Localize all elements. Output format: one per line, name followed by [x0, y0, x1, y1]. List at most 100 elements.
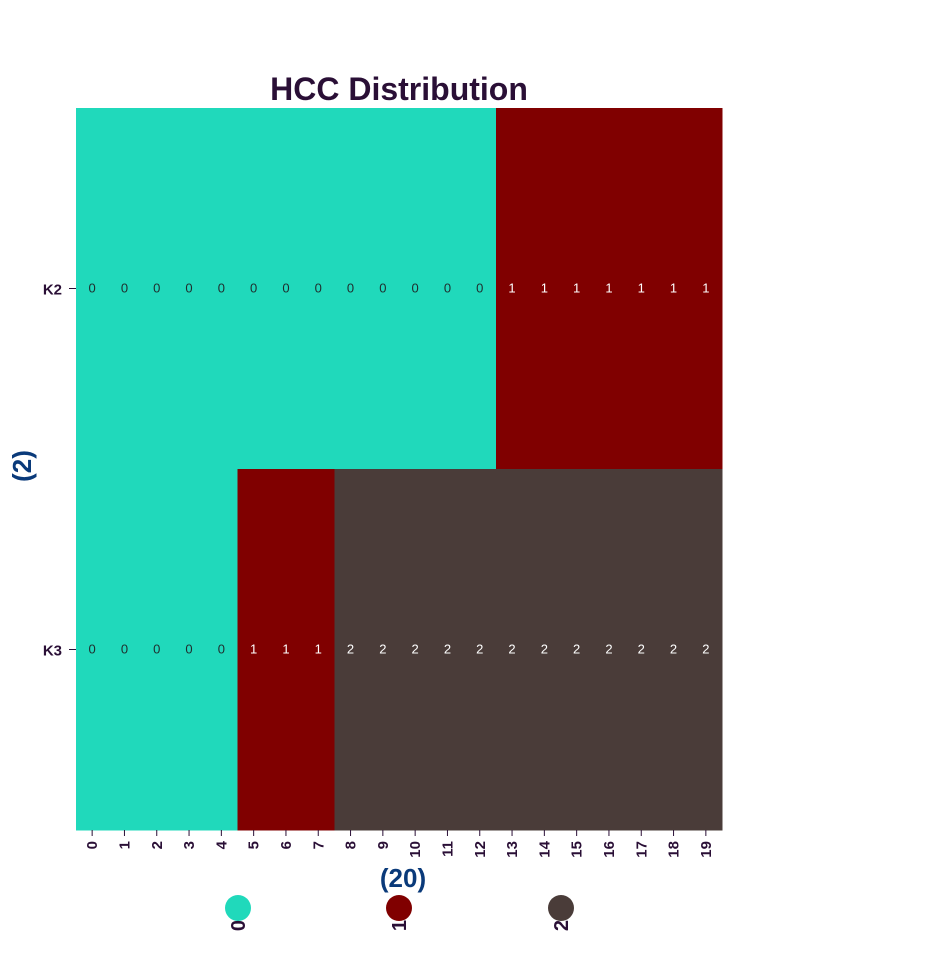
heatmap-cell	[237, 108, 271, 470]
cell-value-label: 0	[185, 281, 192, 296]
x-tick-label: 13	[504, 841, 521, 858]
legend-label: 1	[389, 920, 411, 931]
cell-value-label: 0	[185, 642, 192, 657]
heatmap-cell	[366, 108, 400, 470]
cell-value-label: 2	[379, 642, 386, 657]
x-tick-label: 15	[569, 841, 586, 858]
cell-value-label: 2	[573, 642, 580, 657]
heatmap-cell	[76, 469, 109, 831]
x-tick-label: 2	[149, 841, 166, 849]
heatmap-cell	[657, 469, 691, 831]
cell-value-label: 1	[605, 281, 612, 296]
x-tick-label: 19	[698, 841, 715, 858]
cell-value-label: 0	[444, 281, 451, 296]
heatmap-cell	[689, 469, 723, 831]
cell-value-label: 1	[315, 642, 322, 657]
y-axis-label: (2)	[7, 450, 37, 482]
heatmap-cell	[528, 469, 562, 831]
x-tick-label: 18	[666, 841, 683, 858]
cell-value-label: 2	[476, 642, 483, 657]
heatmap-cell	[108, 108, 142, 470]
heatmap-cell	[172, 108, 206, 470]
x-tick-label: 0	[84, 841, 101, 849]
heatmap-cell	[657, 108, 691, 470]
heatmap-cell	[495, 469, 529, 831]
cell-value-label: 0	[412, 281, 419, 296]
cell-value-label: 0	[89, 281, 96, 296]
cell-value-label: 1	[638, 281, 645, 296]
x-tick-label: 9	[375, 841, 392, 849]
heatmap-cell	[431, 469, 465, 831]
heatmap-cell	[269, 108, 303, 470]
x-tick-label: 8	[343, 841, 360, 849]
x-tick-label: 12	[472, 841, 489, 858]
cell-value-label: 0	[218, 642, 225, 657]
x-tick-label: 7	[310, 841, 327, 849]
heatmap-cell	[140, 108, 174, 470]
x-tick-label: 10	[407, 841, 424, 858]
cell-annotations: 0 0 0 0 0 0 0 0 0 0 0 0 0 1 1 1 1 1 1 1 0 0 0 0 0 1 1 1 2 2 2 2 2 2 2 2 2 2 2 2	[89, 281, 710, 657]
heatmap-cell	[463, 108, 497, 470]
x-tick-label: 4	[213, 840, 230, 849]
heatmap-cell	[560, 469, 594, 831]
heatmap-cell	[528, 108, 562, 470]
heatmap-cell	[108, 469, 142, 831]
cell-value-label: 2	[605, 642, 612, 657]
heatmap-cell	[205, 469, 239, 831]
x-tick-label: 16	[601, 841, 618, 858]
cell-value-label: 0	[121, 281, 128, 296]
legend-swatch	[386, 895, 412, 921]
cell-value-label: 2	[702, 642, 709, 657]
heatmap-cell	[172, 469, 206, 831]
x-tick-label: 5	[246, 841, 263, 849]
cell-value-label: 2	[347, 642, 354, 657]
cell-value-label: 1	[573, 281, 580, 296]
y-tick-label: K2	[43, 282, 62, 299]
legend-label: 0	[228, 920, 250, 931]
cell-value-label: 0	[218, 281, 225, 296]
x-tick-label: 14	[536, 840, 553, 857]
cell-value-label: 0	[153, 281, 160, 296]
cell-value-label: 0	[153, 642, 160, 657]
chart-title: HCC Distribution	[270, 71, 528, 107]
heatmap-cell	[302, 108, 335, 470]
cell-value-label: 0	[89, 642, 96, 657]
heatmap-cell	[689, 108, 723, 470]
cell-value-label: 0	[282, 281, 289, 296]
legend: 0 1 2	[225, 895, 574, 931]
y-axis-ticks: K2 K3	[43, 282, 76, 660]
y-tick-label: K3	[43, 643, 62, 660]
heatmap-cell	[560, 108, 594, 470]
legend-swatch	[225, 895, 251, 921]
cell-value-label: 2	[670, 642, 677, 657]
x-tick-label: 3	[181, 841, 198, 849]
heatmap-cell	[399, 469, 432, 831]
heatmap-cell	[399, 108, 432, 470]
x-axis-label: (20)	[380, 863, 426, 893]
cell-value-label: 1	[250, 642, 257, 657]
legend-label: 2	[551, 920, 573, 931]
heatmap-cell	[463, 469, 497, 831]
cell-value-label: 1	[282, 642, 289, 657]
heatmap-cell	[625, 469, 658, 831]
cell-value-label: 2	[444, 642, 451, 657]
x-tick-label: 11	[439, 841, 456, 857]
heatmap-cell	[334, 108, 368, 470]
heatmap-cell	[625, 108, 658, 470]
cell-value-label: 1	[541, 281, 548, 296]
cell-value-label: 0	[250, 281, 257, 296]
x-tick-label: 17	[633, 841, 650, 858]
cell-value-label: 0	[315, 281, 322, 296]
heatmap-cell	[334, 469, 368, 831]
cell-value-label: 2	[412, 642, 419, 657]
heatmap-cell	[431, 108, 465, 470]
heatmap-cell	[205, 108, 239, 470]
heatmap-cell	[366, 469, 400, 831]
cell-value-label: 0	[476, 281, 483, 296]
cell-value-label: 1	[508, 281, 515, 296]
heatmap-cell	[302, 469, 335, 831]
legend-swatch	[548, 895, 574, 921]
cell-value-label: 2	[541, 642, 548, 657]
heatmap-cell	[592, 108, 626, 470]
